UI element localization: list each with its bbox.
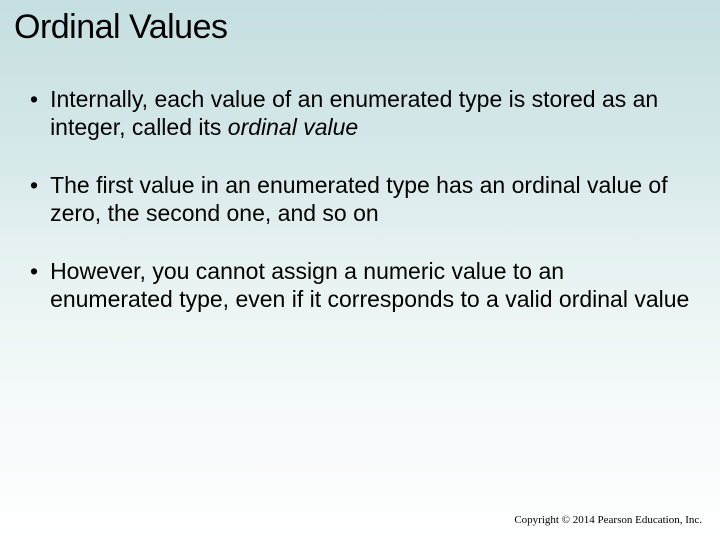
bullet-text-prefix: However, you cannot assign a numeric val… [50,258,689,312]
bullet-item: • However, you cannot assign a numeric v… [30,257,690,313]
bullet-text: Internally, each value of an enumerated … [50,85,690,141]
slide: Ordinal Values • Internally, each value … [0,0,720,540]
bullet-marker-icon: • [30,257,38,313]
bullet-item: • The first value in an enumerated type … [30,171,690,227]
bullet-marker-icon: • [30,85,38,141]
bullet-text-italic: ordinal value [228,114,358,140]
copyright-text: Copyright © 2014 Pearson Education, Inc. [514,514,702,526]
bullet-marker-icon: • [30,171,38,227]
slide-content: • Internally, each value of an enumerate… [30,85,690,343]
slide-title: Ordinal Values [14,8,228,47]
bullet-text: However, you cannot assign a numeric val… [50,257,690,313]
bullet-text: The first value in an enumerated type ha… [50,171,690,227]
bullet-item: • Internally, each value of an enumerate… [30,85,690,141]
bullet-text-prefix: The first value in an enumerated type ha… [50,172,668,226]
